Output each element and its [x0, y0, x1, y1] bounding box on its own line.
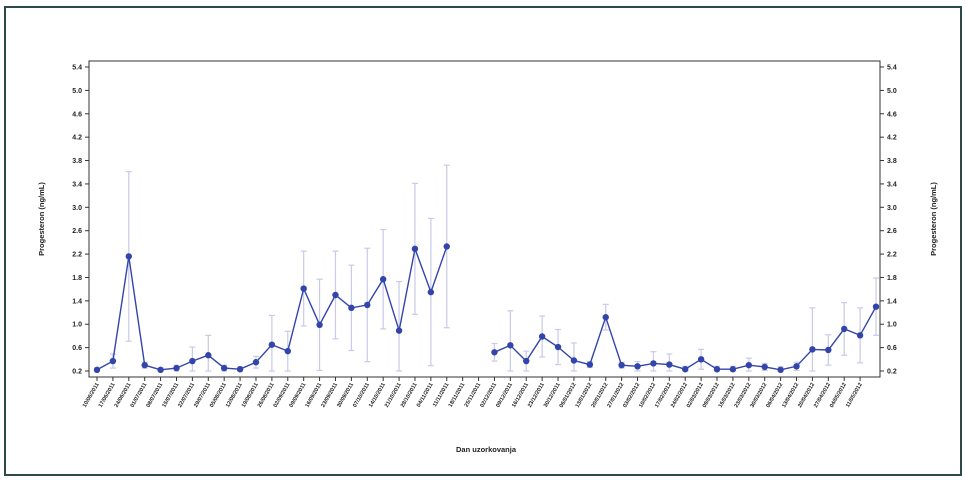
y-tick-label: 5.4	[887, 65, 897, 72]
data-point	[570, 357, 578, 364]
data-point	[252, 359, 260, 366]
y-tick-label: 2.2	[887, 252, 897, 259]
y-axis-right: 0.2 0.6 1.0 1.4 1.8 2.2 2.6 3.0 3.4 3.8 4.2 4.6 5.0 5…	[880, 65, 897, 376]
series-line	[96, 246, 877, 371]
data-point	[443, 243, 450, 250]
y-tick-label: 5.0	[72, 88, 82, 95]
data-point	[586, 361, 594, 368]
data-point	[125, 253, 132, 260]
plot-area	[88, 60, 881, 378]
data-point	[825, 346, 832, 354]
y-axis-label-right: Progesteron (ng/mL)	[929, 182, 938, 256]
y-tick-label: 0.2	[887, 369, 897, 376]
data-point	[316, 321, 323, 329]
y-tick-label: 2.2	[72, 252, 82, 259]
data-point	[205, 352, 212, 359]
error-bars	[94, 164, 879, 372]
data-point	[284, 347, 291, 355]
data-point	[872, 303, 880, 310]
data-point	[602, 314, 609, 321]
data-point	[300, 285, 307, 292]
y-tick-label: 1.4	[887, 298, 897, 305]
data-point	[427, 288, 435, 296]
data-point	[538, 333, 546, 340]
data-point	[650, 360, 657, 367]
data-point	[682, 366, 689, 373]
y-tick-label: 0.6	[887, 345, 897, 352]
y-axis-label-left: Progesteron (ng/mL)	[37, 182, 46, 256]
data-point	[761, 363, 768, 371]
x-axis-label: Dan uzorkovanja	[456, 445, 517, 454]
data-point	[379, 276, 387, 283]
data-point	[745, 361, 753, 369]
y-tick-label: 1.0	[887, 322, 897, 329]
y-tick-label: 1.0	[72, 322, 82, 329]
data-point	[268, 341, 276, 348]
data-point	[634, 363, 641, 370]
y-tick-label: 4.2	[72, 135, 82, 142]
x-tick-label: 11/05/2012	[845, 382, 864, 409]
y-tick-label: 4.6	[887, 111, 897, 118]
y-tick-label: 3.8	[72, 158, 82, 165]
x-axis: 10/06/201117/06/201124/06/201101/07/2011…	[82, 377, 864, 409]
y-tick-label: 2.6	[72, 228, 82, 235]
data-point	[554, 343, 562, 351]
data-point	[793, 363, 800, 370]
y-tick-label: 3.4	[72, 181, 82, 188]
y-tick-label: 5.0	[887, 88, 897, 95]
series-line-segment	[494, 306, 877, 371]
data-point	[93, 366, 101, 374]
data-point	[523, 357, 530, 365]
y-tick-label: 2.6	[887, 228, 897, 235]
y-tick-label: 3.8	[887, 158, 897, 165]
data-point	[713, 366, 721, 373]
data-point	[411, 245, 419, 253]
y-tick-label: 1.8	[72, 275, 82, 282]
y-tick-label: 0.6	[72, 345, 82, 352]
data-point	[348, 304, 355, 312]
data-point	[729, 366, 737, 373]
y-axis-left: 0.2 0.6 1.0 1.4 1.8 2.2 2.6 3.0 3.4 3.8 4.2 4.6 5.0 5…	[72, 65, 89, 376]
data-point	[109, 357, 117, 365]
chart-frame	[4, 6, 962, 476]
data-point	[618, 361, 625, 369]
data-point	[332, 291, 339, 299]
data-point	[491, 349, 498, 356]
data-point	[157, 366, 164, 374]
y-tick-label: 3.0	[887, 205, 897, 212]
series-points	[93, 243, 880, 374]
y-tick-label: 1.4	[72, 298, 82, 305]
data-point	[236, 366, 244, 373]
data-point	[507, 342, 514, 349]
y-tick-label: 4.2	[887, 135, 897, 142]
data-point	[173, 364, 180, 372]
data-point	[189, 357, 196, 365]
y-tick-label: 1.8	[887, 275, 897, 282]
y-tick-label: 0.2	[72, 369, 82, 376]
data-point	[220, 364, 228, 372]
y-tick-label: 4.6	[72, 111, 82, 118]
y-tick-label: 5.4	[72, 65, 82, 72]
data-point	[697, 356, 705, 363]
y-tick-label: 3.4	[887, 181, 897, 188]
data-point	[856, 332, 864, 339]
data-point	[777, 366, 784, 374]
data-point	[809, 346, 816, 353]
data-point	[395, 327, 403, 334]
data-point	[666, 361, 673, 368]
data-point	[841, 325, 848, 333]
y-tick-label: 3.0	[72, 205, 82, 212]
data-point	[141, 361, 148, 369]
data-point	[364, 301, 371, 309]
